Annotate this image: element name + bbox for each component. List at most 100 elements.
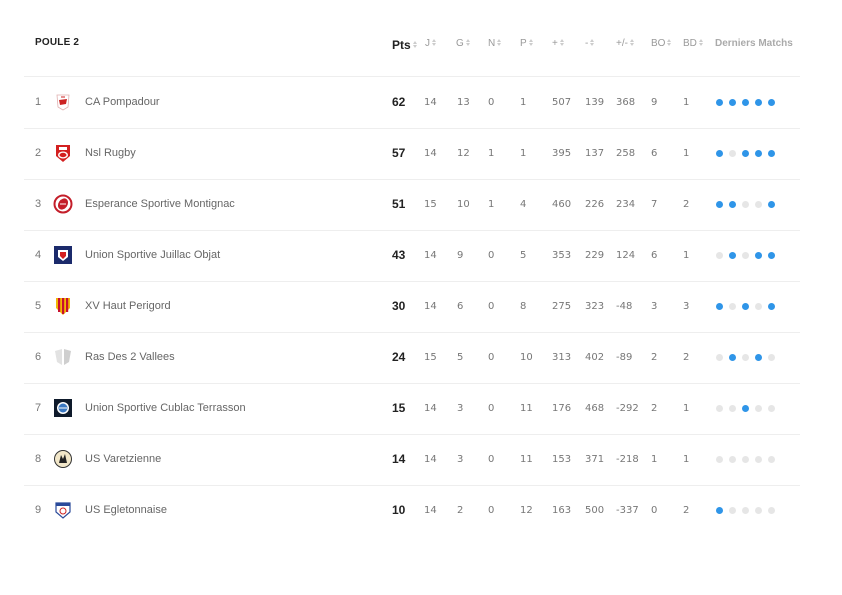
header-plus[interactable]: + <box>552 38 565 49</box>
cell-bo: 6 <box>651 148 658 159</box>
team-name[interactable]: US Varetzienne <box>85 453 162 465</box>
win-result-dot <box>716 150 723 157</box>
table-row[interactable]: 9 US Egletonnaise 10 14 2 0 12 163 500 -337 0 2 <box>0 485 842 536</box>
header-p[interactable]: P <box>520 38 534 49</box>
table-row[interactable]: 7 Union Sportive Cublac Terrasson 15 14 3 0 11… <box>0 383 842 434</box>
cell-g: 2 <box>457 505 464 516</box>
team-name[interactable]: CA Pompadour <box>85 96 160 108</box>
team-name[interactable]: Esperance Sportive Montignac <box>85 198 235 210</box>
table-row[interactable]: 4 Union Sportive Juillac Objat 43 14 9 0 5 353 2… <box>0 230 842 281</box>
win-result-dot <box>716 507 723 514</box>
cell-plus: 395 <box>552 148 572 159</box>
last-matches <box>716 150 781 157</box>
header-pts[interactable]: Pts <box>392 38 418 52</box>
cell-pts: 43 <box>392 248 406 262</box>
table-row[interactable]: 5 XV Haut Perigord 30 14 6 0 8 275 323 -48 3 3 <box>0 281 842 332</box>
cell-bd: 1 <box>683 250 690 261</box>
cell-j: 14 <box>424 301 437 312</box>
rank: 9 <box>35 504 42 516</box>
cell-g: 9 <box>457 250 464 261</box>
last-matches <box>716 303 781 310</box>
team-name[interactable]: XV Haut Perigord <box>85 300 171 312</box>
cell-pts: 14 <box>392 452 406 466</box>
cell-minus: 226 <box>585 199 605 210</box>
other-result-dot <box>768 456 775 463</box>
cell-diff: 124 <box>616 250 636 261</box>
cell-bd: 1 <box>683 454 690 465</box>
other-result-dot <box>755 303 762 310</box>
cell-p: 10 <box>520 352 533 363</box>
table-row[interactable]: 2 Nsl Rugby 57 14 12 1 1 395 137 258 6 1 <box>0 128 842 179</box>
cell-n: 0 <box>488 301 495 312</box>
cell-bd: 3 <box>683 301 690 312</box>
header-diff-label: +/- <box>616 38 628 49</box>
table-row[interactable]: 3 Esperance Sportive Montignac 51 15 10 1 4 460… <box>0 179 842 230</box>
cell-diff: 234 <box>616 199 636 210</box>
team-name[interactable]: US Egletonnaise <box>85 504 167 516</box>
header-g[interactable]: G <box>456 38 471 49</box>
cell-pts: 57 <box>392 146 406 160</box>
cell-plus: 313 <box>552 352 572 363</box>
rank: 3 <box>35 198 42 210</box>
other-result-dot <box>742 201 749 208</box>
rank: 8 <box>35 453 42 465</box>
cell-pts: 62 <box>392 95 406 109</box>
cell-p: 12 <box>520 505 533 516</box>
win-result-dot <box>742 405 749 412</box>
placeholder-shield-logo-icon <box>53 347 73 367</box>
team-name[interactable]: Union Sportive Juillac Objat <box>85 249 221 261</box>
egletonnaise-logo-icon <box>53 500 73 520</box>
other-result-dot <box>716 456 723 463</box>
cell-minus: 137 <box>585 148 605 159</box>
win-result-dot <box>755 354 762 361</box>
cell-p: 5 <box>520 250 527 261</box>
team-name[interactable]: Ras Des 2 Vallees <box>85 351 175 363</box>
cell-g: 13 <box>457 97 470 108</box>
team-name[interactable]: Nsl Rugby <box>85 147 136 159</box>
table-row[interactable]: 1 CA Pompadour 62 14 13 0 1 507 139 368 9 1 <box>0 77 842 128</box>
cell-minus: 371 <box>585 454 605 465</box>
cell-n: 0 <box>488 403 495 414</box>
team-name[interactable]: Union Sportive Cublac Terrasson <box>85 402 246 414</box>
cell-p: 11 <box>520 403 533 414</box>
header-j[interactable]: J <box>425 38 437 49</box>
win-result-dot <box>768 252 775 259</box>
cell-diff: -292 <box>616 403 639 414</box>
table-row[interactable]: 6 Ras Des 2 Vallees 24 15 5 0 10 313 402 -89 2 2 <box>0 332 842 383</box>
cell-minus: 468 <box>585 403 605 414</box>
header-n-label: N <box>488 38 496 49</box>
haut-perigord-logo-icon <box>53 296 73 316</box>
table-row[interactable]: 8 US Varetzienne 14 14 3 0 11 153 371 -218 1 1 <box>0 434 842 485</box>
cell-pts: 10 <box>392 503 406 517</box>
other-result-dot <box>716 252 723 259</box>
win-result-dot <box>729 252 736 259</box>
cell-plus: 153 <box>552 454 572 465</box>
divider <box>24 76 800 77</box>
cell-j: 14 <box>424 403 437 414</box>
cell-p: 1 <box>520 148 527 159</box>
other-result-dot <box>729 405 736 412</box>
last-matches <box>716 405 781 412</box>
header-minus[interactable]: - <box>585 38 595 49</box>
win-result-dot <box>755 99 762 106</box>
header-minus-label: - <box>585 38 589 49</box>
win-result-dot <box>742 99 749 106</box>
win-result-dot <box>742 150 749 157</box>
cell-g: 6 <box>457 301 464 312</box>
header-diff[interactable]: +/- <box>616 38 635 49</box>
header-n[interactable]: N <box>488 38 502 49</box>
header-bo[interactable]: BO <box>651 38 672 49</box>
cell-minus: 229 <box>585 250 605 261</box>
other-result-dot <box>768 507 775 514</box>
cell-plus: 275 <box>552 301 572 312</box>
other-result-dot <box>742 354 749 361</box>
cell-diff: -218 <box>616 454 639 465</box>
cell-j: 15 <box>424 352 437 363</box>
cell-minus: 139 <box>585 97 605 108</box>
divider <box>24 383 800 384</box>
header-bd[interactable]: BD <box>683 38 704 49</box>
cell-diff: -89 <box>616 352 633 363</box>
cell-bo: 6 <box>651 250 658 261</box>
cell-g: 12 <box>457 148 470 159</box>
divider <box>24 332 800 333</box>
